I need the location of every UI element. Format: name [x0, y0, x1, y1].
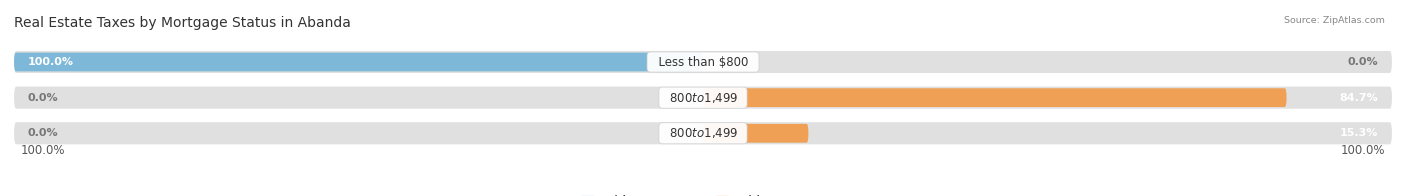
- FancyBboxPatch shape: [703, 124, 808, 143]
- Text: 0.0%: 0.0%: [1347, 57, 1378, 67]
- Text: Source: ZipAtlas.com: Source: ZipAtlas.com: [1284, 16, 1385, 25]
- Text: $800 to $1,499: $800 to $1,499: [662, 126, 744, 140]
- Text: 0.0%: 0.0%: [28, 128, 59, 138]
- FancyBboxPatch shape: [14, 122, 1392, 144]
- Legend: Without Mortgage, With Mortgage: Without Mortgage, With Mortgage: [581, 195, 825, 196]
- Text: 100.0%: 100.0%: [1340, 143, 1385, 157]
- FancyBboxPatch shape: [703, 88, 1286, 107]
- Text: Less than $800: Less than $800: [651, 55, 755, 69]
- FancyBboxPatch shape: [14, 53, 703, 71]
- Text: 0.0%: 0.0%: [28, 93, 59, 103]
- FancyBboxPatch shape: [14, 87, 1392, 109]
- Text: Real Estate Taxes by Mortgage Status in Abanda: Real Estate Taxes by Mortgage Status in …: [14, 16, 352, 30]
- FancyBboxPatch shape: [14, 51, 1392, 73]
- Text: 84.7%: 84.7%: [1340, 93, 1378, 103]
- Text: 15.3%: 15.3%: [1340, 128, 1378, 138]
- Text: $800 to $1,499: $800 to $1,499: [662, 91, 744, 105]
- Text: 100.0%: 100.0%: [21, 143, 66, 157]
- Text: 100.0%: 100.0%: [28, 57, 75, 67]
